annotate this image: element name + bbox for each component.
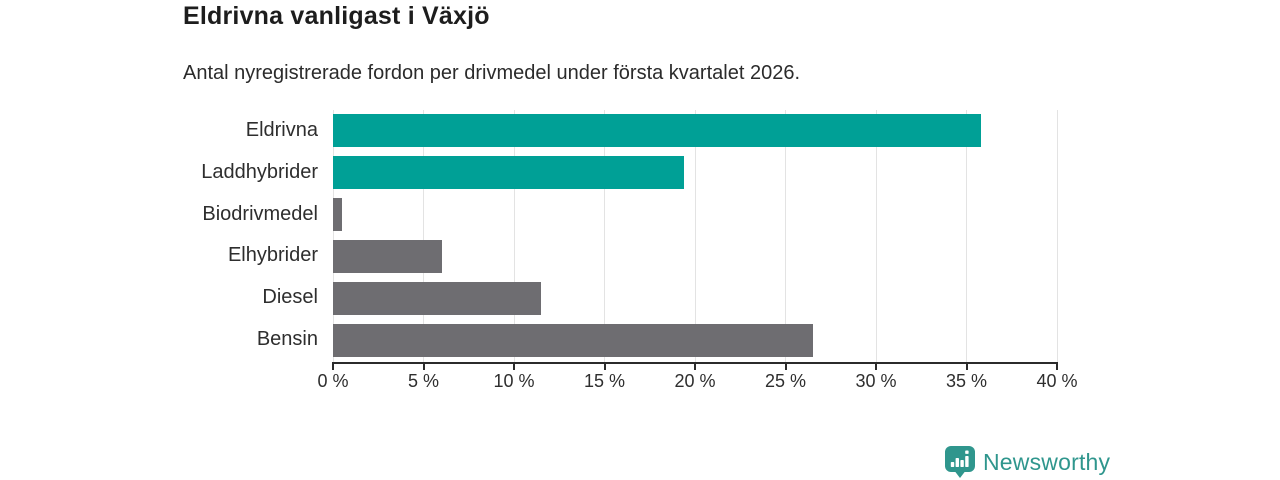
axis-tick [694,364,696,370]
category-label: Eldrivna [245,119,318,141]
bar-row: Elhybrider [0,235,1100,277]
bar [333,156,685,190]
gridline [1056,110,1058,362]
axis-tick-label: 15 % [583,371,626,391]
axis-tick [513,364,515,370]
gridline [694,110,696,362]
bar-row: Eldrivna [0,110,1100,152]
gridline [513,110,515,362]
gridline [875,110,877,362]
category-label: Diesel [262,286,318,309]
newsworthy-pin-barchart-icon [945,446,975,478]
category-label: Laddhybrider [201,160,318,183]
category-label: Bensin [256,328,318,351]
axis-tick [603,364,606,370]
axis-tick-label: 35 % [945,371,988,391]
bar [333,198,343,232]
gridline [604,110,605,362]
gridline [423,110,424,362]
chart-title: Eldrivna vanligast i Växjö [183,2,490,30]
axis-tick-label: 30 % [855,371,897,391]
bar [333,323,813,357]
bar-row: Bensin [0,319,1100,361]
bar [333,281,542,315]
axis-tick-label: 20 % [674,371,716,391]
axis-tick [784,364,787,370]
axis-tick-label: 5 % [407,371,440,391]
x-axis-line [332,362,1058,364]
newsworthy-logo[interactable]: Newsworthy [944,445,1110,479]
gridline [966,110,967,362]
gridline [332,110,334,362]
axis-tick [875,364,877,370]
newsworthy-wordmark: Newsworthy [983,448,1111,475]
chart-subtitle: Antal nyregistrerade fordon per drivmede… [183,62,801,84]
axis-tick [965,364,968,370]
bar [333,239,442,273]
category-label: Elhybrider [227,244,318,267]
bar-rows: Eldrivna Laddhybrider Biodrivmedel Elhybrid… [0,110,1100,361]
gridline [785,110,786,362]
bar-row: Diesel [0,277,1100,319]
category-label: Biodrivmedel [202,202,318,225]
axis-tick-label: 10 % [493,371,535,391]
axis-tick-label: 0 % [317,371,349,391]
bar-row: Laddhybrider [0,152,1100,194]
axis-tick [332,364,334,370]
axis-tick-label: 25 % [764,371,807,391]
bar [333,114,981,148]
axis-tick-label: 40 % [1036,371,1078,391]
axis-tick [1056,364,1058,370]
bar-row: Biodrivmedel [0,194,1100,236]
axis-tick [422,364,425,370]
